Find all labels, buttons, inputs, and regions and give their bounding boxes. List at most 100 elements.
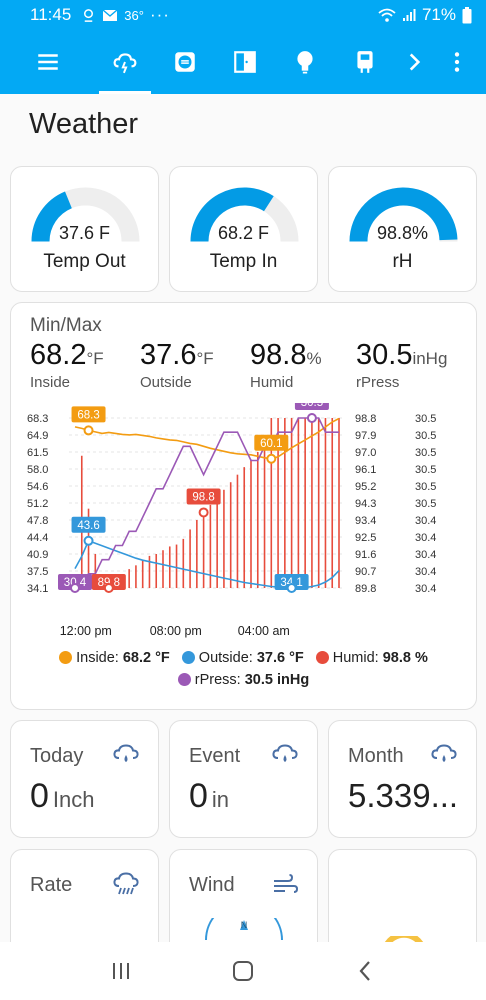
- legend-inside[interactable]: Inside: 68.2 °F: [59, 647, 170, 669]
- heavy-rain-icon: [113, 872, 139, 895]
- tab-weather[interactable]: [95, 30, 155, 94]
- marker-point: [103, 583, 114, 593]
- marker-point: [70, 583, 80, 593]
- marker-point: [306, 413, 317, 423]
- tile-value: 0 in: [189, 777, 229, 816]
- status-time: 11:45: [30, 5, 72, 24]
- stat-value: 30.5: [356, 339, 413, 371]
- gauge-label: rH: [392, 251, 413, 272]
- stat-inside: 68.2°F Inside: [30, 339, 104, 391]
- marker-label-bg: [58, 574, 92, 590]
- gauge-card-temp-in[interactable]: 68.2 F Temp In: [169, 166, 318, 292]
- y-right-humid-tick: 94.3: [355, 498, 376, 510]
- y-right-humid-tick: 96.1: [355, 464, 376, 476]
- rpress-line: [75, 417, 339, 589]
- x-tick: 08:00 pm: [150, 624, 202, 638]
- minmax-card[interactable]: Min/Max 68.2°F Inside 37.6°F Outside 98.…: [10, 302, 477, 710]
- wifi-icon: [378, 8, 396, 22]
- overflow-menu-button[interactable]: [433, 30, 481, 94]
- marker-point: [286, 583, 297, 593]
- back-icon: [359, 961, 370, 981]
- washer-icon: [175, 52, 195, 72]
- stat-value: 37.6: [140, 339, 197, 371]
- tile-number: 5.339...: [348, 777, 459, 814]
- system-nav-bar: [0, 942, 486, 1000]
- rain-cloud-icon: [272, 744, 298, 762]
- recent-apps-button[interactable]: [101, 951, 141, 991]
- y-left-tick: 51.2: [27, 498, 48, 510]
- tile-rate[interactable]: Rate: [10, 849, 159, 942]
- marker-label-bg: [71, 516, 106, 533]
- legend-outside[interactable]: Outside: 37.6 °F: [181, 647, 304, 669]
- legend-value: 37.6 °F: [256, 650, 304, 666]
- y-left-tick: 44.4: [27, 532, 48, 544]
- y-right-humid-tick: 89.8: [355, 583, 376, 595]
- wind-icon: [274, 874, 299, 893]
- marker-label: 30.5: [301, 403, 323, 409]
- home-button[interactable]: [223, 951, 263, 991]
- tile-number: 0: [189, 777, 208, 815]
- notification-icon: [84, 8, 94, 22]
- marker-label: 98.8: [192, 491, 214, 503]
- y-right-humid-tick: 92.5: [355, 532, 376, 544]
- more-vert-icon: [454, 52, 460, 72]
- partial-gauge: [384, 936, 424, 942]
- door-icon: [234, 51, 256, 73]
- status-temp: 36°: [124, 7, 144, 23]
- legend-label: Outside:: [198, 650, 257, 666]
- legend-dot: [59, 651, 73, 664]
- chart-legend: Inside: 68.2 °F Outside: 37.6 °F Humid: …: [11, 647, 476, 691]
- gauge-card-rh[interactable]: 98.8% rH: [328, 166, 477, 292]
- y-right-humid-tick: 90.7: [355, 566, 376, 578]
- tile-today[interactable]: Today 0 Inch: [10, 720, 159, 838]
- y-right-humid-tick: 95.2: [355, 481, 376, 493]
- tab-doors[interactable]: [215, 30, 275, 94]
- tile-wind[interactable]: Wind N: [169, 849, 318, 942]
- menu-button[interactable]: [0, 30, 95, 94]
- y-left-tick: 40.9: [27, 549, 48, 561]
- legend-humid[interactable]: Humid: 98.8 %: [315, 647, 428, 669]
- y-left-tick: 54.6: [27, 481, 48, 493]
- tab-devices[interactable]: [335, 30, 395, 94]
- marker-point: [198, 507, 209, 518]
- tile-title: Today: [30, 745, 84, 767]
- y-right-press-tick: 30.5: [415, 447, 436, 459]
- marker-point: [83, 425, 94, 436]
- x-tick: 04:00 am: [238, 624, 290, 638]
- menu-icon: [37, 54, 58, 70]
- tab-lights[interactable]: [275, 30, 335, 94]
- y-right-press-tick: 30.5: [415, 413, 436, 425]
- y-right-press-tick: 30.4: [415, 583, 436, 595]
- home-icon: [233, 961, 253, 981]
- tile-extra[interactable]: [328, 849, 477, 942]
- bulb-icon: [297, 51, 313, 74]
- gauge-value: 98.8%: [376, 223, 429, 243]
- marker-label-bg: [294, 403, 329, 410]
- gauge-arc: [349, 187, 458, 242]
- y-left-tick: 58.0: [27, 464, 48, 476]
- legend-dot: [315, 651, 329, 664]
- y-right-humid-tick: 91.6: [355, 549, 376, 561]
- y-right-press-tick: 30.4: [415, 515, 436, 527]
- tab-laundry[interactable]: [155, 30, 215, 94]
- history-chart[interactable]: 68.3 98.8 30.5 64.9 97.9 30.5 61.5 97.0 30.5 58.0…: [25, 403, 465, 643]
- scroll-tabs-button[interactable]: [395, 30, 433, 94]
- minmax-title: Min/Max: [30, 315, 102, 336]
- stat-label: rPress: [356, 374, 400, 391]
- tile-event[interactable]: Event 0 in: [169, 720, 318, 838]
- legend-rpress[interactable]: rPress: 30.5 inHg: [177, 669, 310, 691]
- y-right-humid-tick: 93.4: [355, 515, 376, 527]
- y-right-press-tick: 30.5: [415, 481, 436, 493]
- tile-month[interactable]: Month 5.339...: [328, 720, 477, 838]
- tile-value: 0 Inch: [30, 777, 95, 816]
- legend-value: 30.5 inHg: [244, 672, 310, 688]
- tile-title: Rate: [30, 874, 73, 896]
- legend-label: Humid:: [332, 650, 383, 666]
- gauge-arc: [190, 187, 299, 242]
- back-button[interactable]: [345, 951, 385, 991]
- y-right-humid-tick: 98.8: [355, 413, 376, 425]
- marker-label-bg: [71, 406, 106, 423]
- marker-label: 60.1: [260, 438, 282, 450]
- gauge-card-temp-out[interactable]: 37.6 F Temp Out: [10, 166, 159, 292]
- marker-label-bg: [254, 434, 289, 451]
